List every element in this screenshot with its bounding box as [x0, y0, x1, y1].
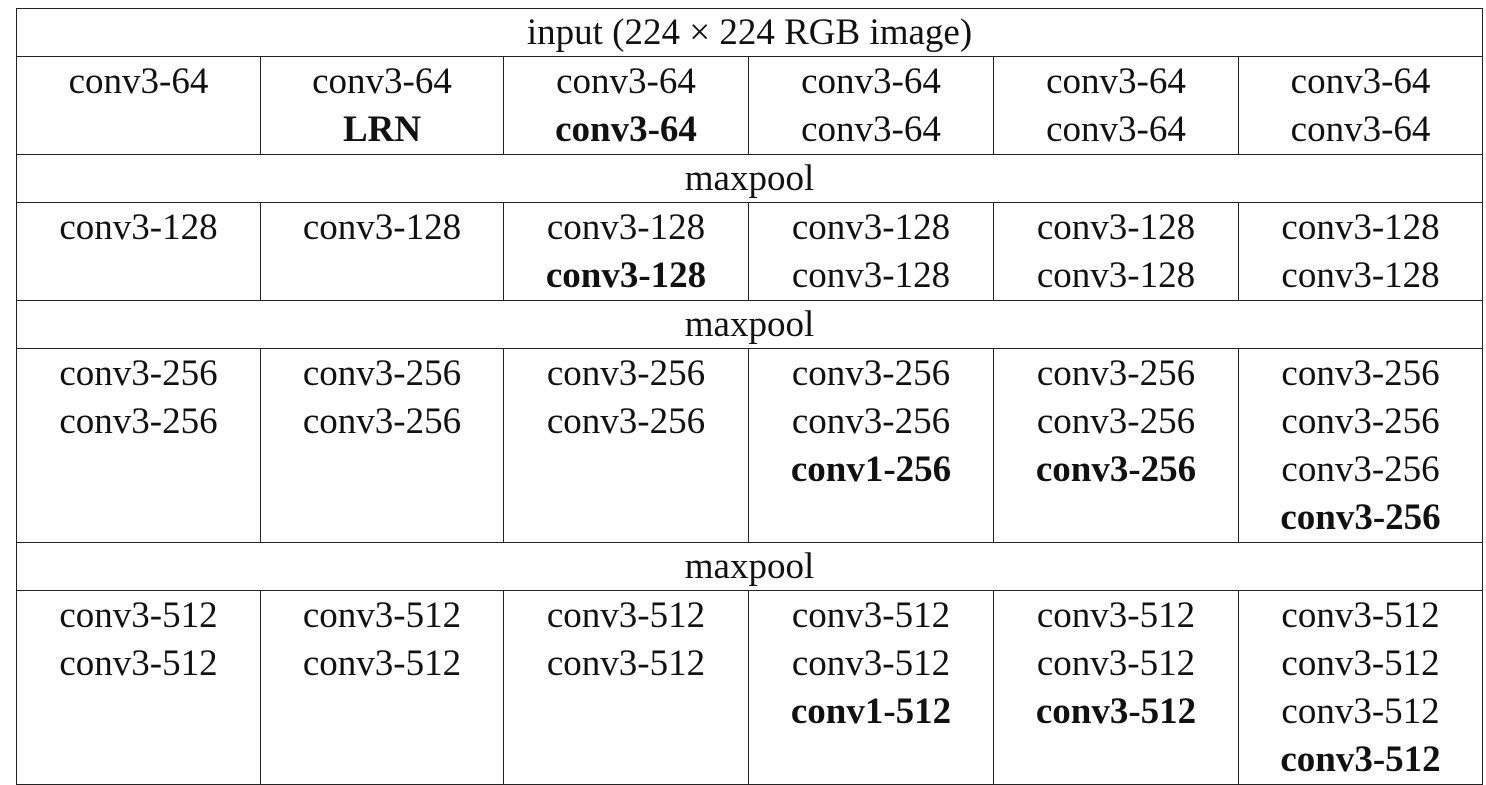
layer-label: conv3-512 [59, 595, 218, 636]
layer-label: conv3-512 [546, 595, 706, 636]
layer-label: conv3-512 [1281, 595, 1440, 636]
added-layer-label: conv3-512 [1035, 691, 1197, 732]
config-column-cell: conv3-128 [260, 202, 504, 301]
config-column-cell: conv3-64 [16, 56, 261, 155]
maxpool-row: maxpool [15, 154, 1484, 203]
layer-label: conv3-256 [1281, 401, 1440, 442]
layer-label: conv3-64 [801, 109, 941, 150]
added-layer-label: conv3-256 [1280, 497, 1441, 538]
config-column-cell: conv3-128 [16, 202, 261, 301]
maxpool-cell: maxpool [15, 542, 1484, 591]
config-column-cell: conv3-64 conv3-64 [748, 56, 994, 155]
layer-label: conv3-64 [1290, 61, 1431, 102]
layer-label: conv3-128 [302, 207, 462, 248]
layer-label: conv3-64 [312, 61, 452, 102]
config-column-cell: conv3-512 conv3-512 [16, 590, 261, 785]
layer-label: conv3-512 [1281, 643, 1440, 684]
added-layer-label: LRN [342, 109, 422, 150]
layer-label: conv3-256 [302, 353, 462, 394]
config-column-cell: conv3-128 conv3-128 [1237, 202, 1484, 301]
config-column-cell: conv3-256 conv3-256 [503, 348, 749, 543]
input-cell: input (224 × 224 RGB image) [15, 8, 1484, 57]
layer-label: conv3-256 [791, 353, 951, 394]
layer-label: conv3-256 [546, 353, 706, 394]
layer-label: conv3-256 [791, 401, 951, 442]
layer-label: conv3-64 [1046, 109, 1186, 150]
conv-block-row: conv3-256 conv3-256 conv3-256 conv3-256 conv… [16, 348, 1484, 543]
layer-label: conv3-512 [791, 595, 951, 636]
input-row: input (224 × 224 RGB image) [15, 8, 1484, 57]
config-column-cell: conv3-128 conv3-128 [993, 202, 1239, 301]
config-column-cell: conv3-512 conv3-512 conv3-512 conv3-512 [1237, 590, 1484, 785]
config-column-cell: conv3-512 conv3-512 conv3-512 [993, 590, 1239, 785]
layer-label: conv3-256 [59, 353, 218, 394]
config-column-cell: conv3-512 conv3-512 [503, 590, 749, 785]
config-column-cell: conv3-64 conv3-64 [993, 56, 1239, 155]
config-column-cell: conv3-256 conv3-256 conv1-256 [748, 348, 994, 543]
config-column-cell: conv3-256 conv3-256 conv3-256 [993, 348, 1239, 543]
config-column-cell: conv3-256 conv3-256 [16, 348, 261, 543]
config-column-cell: conv3-256 conv3-256 conv3-256 conv3-256 [1237, 348, 1484, 543]
layer-label: conv3-256 [1036, 353, 1196, 394]
config-column-cell: conv3-64 conv3-64 [1237, 56, 1484, 155]
layer-label: conv3-256 [1281, 353, 1440, 394]
maxpool-row: maxpool [15, 542, 1484, 591]
layer-label: conv3-64 [556, 61, 696, 102]
maxpool-cell: maxpool [15, 300, 1484, 349]
config-column-cell: conv3-64 LRN [260, 56, 504, 155]
layer-label: conv3-128 [1036, 255, 1196, 296]
layer-label: conv3-512 [302, 643, 462, 684]
layer-label: conv3-128 [1281, 255, 1440, 296]
layer-label: conv3-512 [1281, 691, 1440, 732]
layer-label: conv3-256 [1036, 401, 1196, 442]
added-layer-label: conv1-512 [790, 691, 952, 732]
layer-label: conv3-512 [1036, 595, 1196, 636]
conv-block-row: conv3-128 conv3-128 conv3-128 conv3-128 conv… [16, 202, 1484, 301]
layer-label: conv3-256 [59, 401, 218, 442]
added-layer-label: conv3-512 [1280, 739, 1441, 780]
layer-label: conv3-256 [302, 401, 462, 442]
layer-label: conv3-512 [302, 595, 462, 636]
layer-label: conv3-512 [59, 643, 218, 684]
added-layer-label: conv1-256 [790, 449, 952, 490]
added-layer-label: conv3-128 [545, 255, 707, 296]
layer-label: conv3-128 [791, 207, 951, 248]
layer-label: conv3-64 [1046, 61, 1186, 102]
layer-label: conv3-512 [791, 643, 951, 684]
layer-label: conv3-128 [1281, 207, 1440, 248]
network-config-table-body: input (224 × 224 RGB image) conv3-64 conv… [15, 8, 1484, 785]
layer-label: conv3-256 [1281, 449, 1440, 490]
layer-label: conv3-128 [546, 207, 706, 248]
added-layer-label: conv3-64 [555, 109, 697, 150]
added-layer-label: conv3-256 [1035, 449, 1197, 490]
network-config-table: input (224 × 224 RGB image) conv3-64 conv… [15, 8, 1484, 785]
config-column-cell: conv3-256 conv3-256 [260, 348, 504, 543]
layer-label: conv3-512 [546, 643, 706, 684]
layer-label: conv3-512 [1036, 643, 1196, 684]
layer-label: conv3-128 [1036, 207, 1196, 248]
config-column-cell: conv3-64 conv3-64 [503, 56, 749, 155]
config-column-cell: conv3-512 conv3-512 [260, 590, 504, 785]
conv-block-row: conv3-64 conv3-64 LRN conv3-64 conv3-64 conv3… [16, 56, 1484, 155]
maxpool-row: maxpool [15, 300, 1484, 349]
config-column-cell: conv3-512 conv3-512 conv1-512 [748, 590, 994, 785]
config-column-cell: conv3-128 conv3-128 [503, 202, 749, 301]
layer-label: conv3-64 [68, 61, 209, 102]
config-column-cell: conv3-128 conv3-128 [748, 202, 994, 301]
conv-block-row: conv3-512 conv3-512 conv3-512 conv3-512 conv… [16, 590, 1484, 785]
maxpool-cell: maxpool [15, 154, 1484, 203]
layer-label: conv3-64 [1290, 109, 1431, 150]
layer-label: conv3-128 [791, 255, 951, 296]
layer-label: conv3-64 [801, 61, 941, 102]
layer-label: conv3-128 [59, 207, 218, 248]
layer-label: conv3-256 [546, 401, 706, 442]
